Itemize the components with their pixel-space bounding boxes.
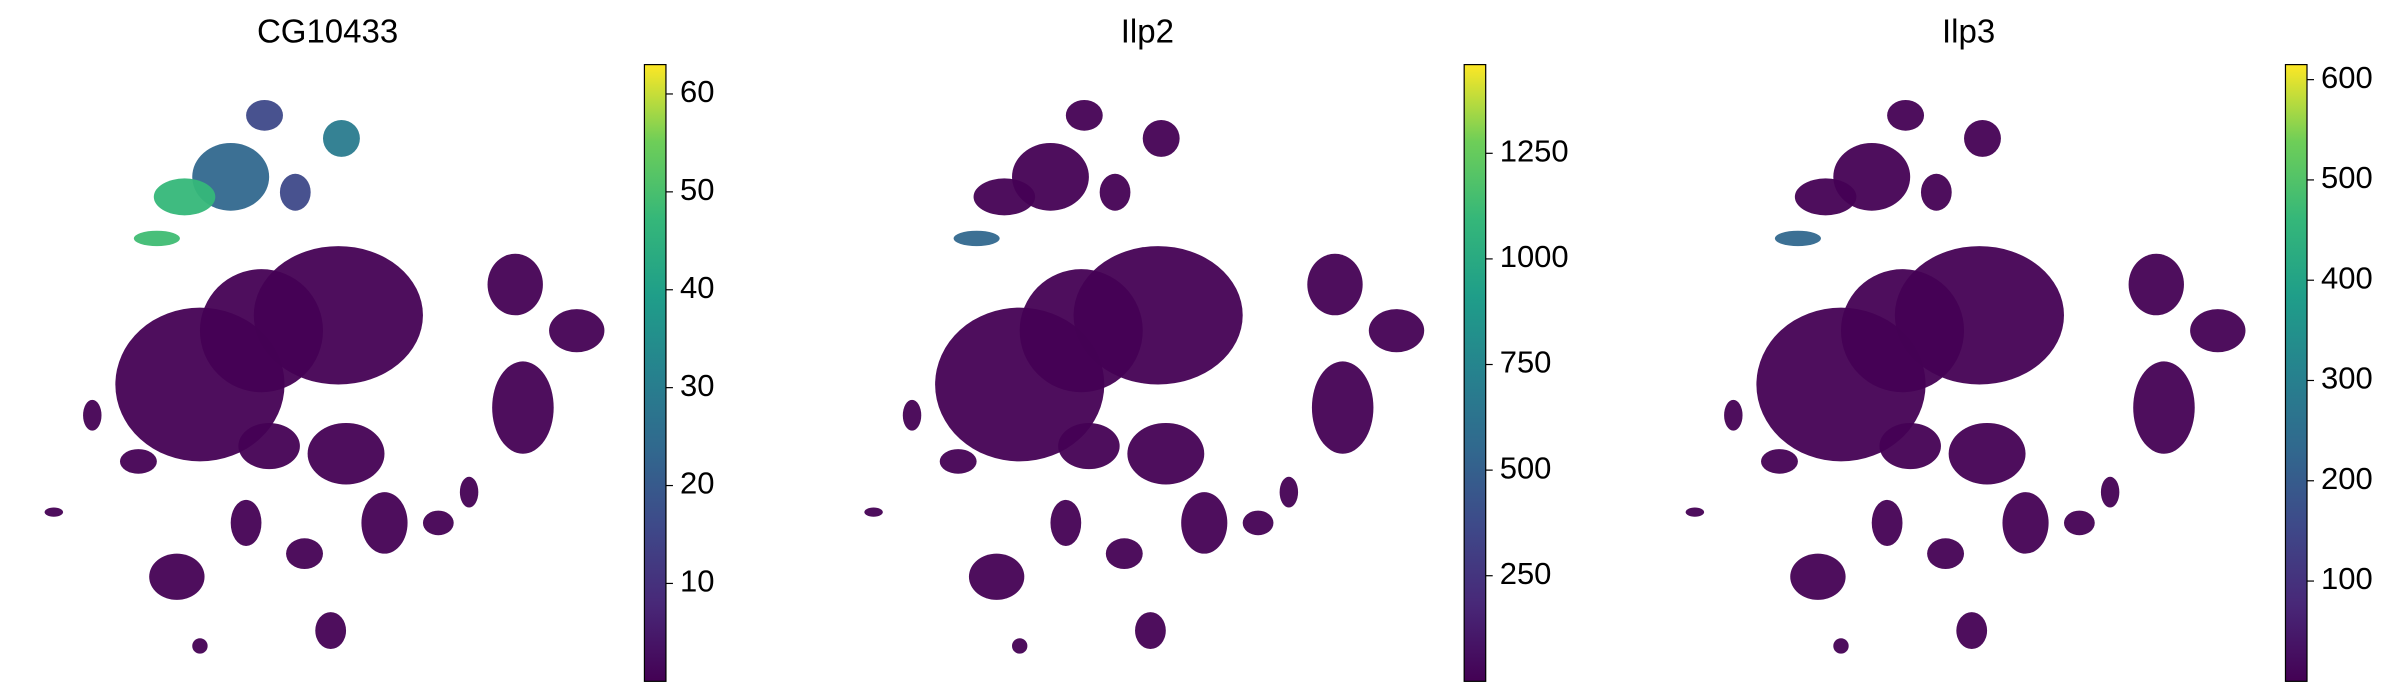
cell-cluster bbox=[2128, 253, 2184, 316]
colorbar-tick-label: 30 bbox=[680, 368, 714, 403]
cell-cluster bbox=[2063, 510, 2095, 536]
cell-cluster bbox=[149, 553, 205, 600]
cell-cluster bbox=[1790, 553, 1846, 600]
cell-cluster bbox=[1181, 492, 1228, 554]
cell-cluster bbox=[44, 507, 64, 517]
cell-cluster bbox=[246, 99, 283, 131]
cell-cluster bbox=[1311, 361, 1374, 454]
colorbar-tick-label: 100 bbox=[2321, 561, 2373, 596]
cell-cluster bbox=[973, 178, 1036, 216]
cell-cluster bbox=[1058, 422, 1120, 470]
cell-cluster bbox=[1685, 507, 1705, 517]
colorbar-tick-label: 500 bbox=[2321, 160, 2373, 195]
cell-cluster bbox=[1142, 119, 1180, 157]
embedding bbox=[864, 99, 1425, 654]
cell-cluster bbox=[1724, 399, 1743, 431]
cell-cluster bbox=[968, 553, 1025, 600]
cell-cluster bbox=[549, 309, 605, 353]
cell-cluster bbox=[153, 178, 216, 216]
cell-cluster bbox=[902, 399, 922, 431]
cell-cluster bbox=[1135, 612, 1166, 650]
cell-cluster bbox=[307, 422, 385, 485]
cell-cluster bbox=[119, 449, 157, 474]
colorbar bbox=[643, 63, 667, 682]
cell-cluster bbox=[1964, 119, 2001, 157]
cell-cluster bbox=[1871, 499, 1903, 546]
cell-cluster bbox=[1948, 422, 2026, 485]
colorbar-tick-label: 500 bbox=[1500, 450, 1552, 485]
colorbar-tick-label: 600 bbox=[2321, 60, 2373, 95]
cell-cluster bbox=[1840, 269, 1965, 393]
embedding bbox=[44, 99, 605, 654]
cell-cluster bbox=[133, 230, 180, 247]
cell-cluster bbox=[1833, 638, 1849, 654]
cell-cluster bbox=[1956, 612, 1988, 650]
cell-cluster bbox=[286, 538, 323, 570]
cell-cluster bbox=[322, 119, 360, 157]
cell-cluster bbox=[492, 361, 554, 454]
cell-cluster bbox=[1242, 510, 1274, 536]
colorbar-tick-label: 20 bbox=[680, 466, 714, 501]
colorbar-tick-label: 10 bbox=[680, 564, 714, 599]
cell-cluster bbox=[315, 612, 347, 650]
cell-cluster bbox=[238, 422, 300, 470]
cell-cluster bbox=[1307, 253, 1363, 316]
colorbar-tick-label: 60 bbox=[680, 74, 714, 109]
panel: CG10433 10 20 30 40 50 60 bbox=[44, 13, 714, 682]
colorbar-tick-label: 1250 bbox=[1500, 133, 1569, 168]
cell-cluster bbox=[864, 507, 883, 517]
panel-title: Ilp3 bbox=[1942, 13, 1995, 50]
cell-cluster bbox=[1887, 99, 1925, 131]
cell-cluster bbox=[953, 230, 1000, 247]
colorbar-tick-label: 40 bbox=[680, 270, 714, 305]
cell-cluster bbox=[1794, 178, 1857, 216]
panel: Ilp2 250 500 750 1000 1250 bbox=[864, 13, 1569, 682]
colorbar-tick-label: 300 bbox=[2321, 361, 2373, 396]
cell-cluster bbox=[1368, 309, 1425, 353]
cell-cluster bbox=[422, 510, 454, 536]
colorbar-tick-label: 750 bbox=[1500, 345, 1552, 380]
cell-cluster bbox=[2190, 309, 2246, 353]
cell-cluster bbox=[279, 173, 311, 211]
colorbar-tick-label: 1000 bbox=[1500, 239, 1569, 274]
panel: Ilp3 100 200 300 400 500 600 bbox=[1685, 13, 2373, 682]
cell-cluster bbox=[1012, 638, 1028, 654]
cell-cluster bbox=[230, 499, 262, 546]
colorbar-tick-label: 200 bbox=[2321, 461, 2373, 496]
cell-cluster bbox=[1920, 173, 1952, 211]
colorbar-tick-label: 250 bbox=[1500, 556, 1552, 591]
cell-cluster bbox=[1019, 269, 1143, 393]
colorbar bbox=[2284, 63, 2308, 682]
cell-cluster bbox=[1279, 476, 1299, 508]
cell-cluster bbox=[1065, 99, 1103, 131]
cell-cluster bbox=[192, 638, 208, 654]
embedding bbox=[1685, 99, 2246, 654]
cell-cluster bbox=[487, 253, 543, 316]
cell-cluster bbox=[83, 399, 102, 431]
cell-cluster bbox=[2100, 476, 2120, 508]
cell-cluster bbox=[361, 492, 408, 554]
colorbar-tick-label: 400 bbox=[2321, 260, 2373, 295]
cell-cluster bbox=[1774, 230, 1821, 247]
cell-cluster bbox=[199, 269, 323, 393]
colorbar-tick-label: 50 bbox=[680, 172, 714, 207]
cell-cluster bbox=[1099, 173, 1131, 211]
panel-title: CG10433 bbox=[257, 13, 398, 50]
cell-cluster bbox=[1050, 499, 1082, 546]
cell-cluster bbox=[2002, 492, 2049, 554]
cell-cluster bbox=[1761, 449, 1798, 474]
colorbar bbox=[1463, 63, 1487, 682]
panel-title: Ilp2 bbox=[1121, 13, 1174, 50]
cell-cluster bbox=[1105, 538, 1143, 570]
cell-cluster bbox=[1927, 538, 1965, 570]
cell-cluster bbox=[459, 476, 479, 508]
cell-cluster bbox=[2133, 361, 2195, 454]
cell-cluster bbox=[939, 449, 977, 474]
cell-cluster bbox=[1879, 422, 1941, 470]
cell-cluster bbox=[1127, 422, 1205, 485]
